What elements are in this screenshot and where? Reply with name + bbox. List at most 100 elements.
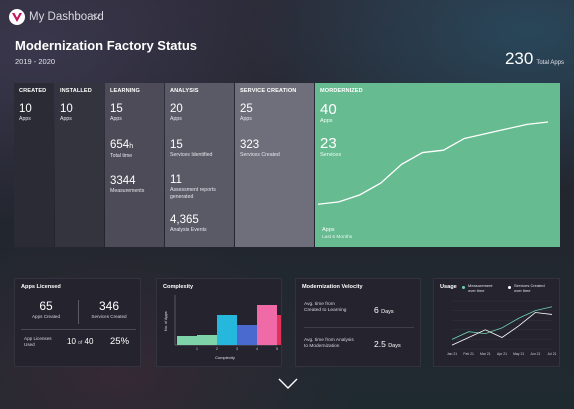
complexity-bar-1 — [197, 335, 217, 345]
analysis-events-value: 4,365 — [170, 214, 199, 226]
usage-series-1 — [451, 312, 553, 346]
chevron-down-icon[interactable] — [92, 12, 101, 22]
modernized-apps-unit: Apps — [320, 118, 333, 124]
licensed-apps-created-label: Apps Created — [31, 314, 61, 319]
pipeline-analysis[interactable]: ANALYSIS 20 Apps 15 Services Identified … — [165, 83, 234, 247]
service-creation-heading: SERVICE CREATION — [240, 88, 297, 94]
complexity-ylabel: No. of Apps — [164, 311, 168, 331]
learning-measurements-label: Measurements — [110, 188, 145, 194]
analysis-apps-value: 20 — [170, 103, 183, 115]
analysis-services-label: Services Identified — [170, 151, 213, 158]
installed-value: 10 — [60, 103, 73, 115]
licenses-total-value: 40 — [84, 337, 94, 346]
analysis-reports-label-line2: generated — [170, 193, 194, 200]
learning-measurements-value: 3344 — [110, 175, 136, 187]
complexity-title: Complexity — [163, 284, 194, 290]
legend-services-line1: Services Created — [514, 283, 545, 288]
modernized-heading: MORDERNIZED — [320, 88, 363, 94]
legend-services-swatch — [508, 286, 511, 289]
pipeline-installed[interactable]: INSTALLED 10 Apps — [55, 83, 104, 247]
usage-tick-1: Feb 21 — [463, 352, 474, 356]
legend-services: Services Created over time — [514, 283, 545, 294]
installed-heading: INSTALLED — [60, 88, 92, 94]
legend-measurement-line2: over time — [468, 287, 485, 293]
modernized-stats: 40 Apps 23 Services — [320, 101, 341, 168]
legend-measurement: Measurement over time — [468, 283, 492, 294]
velocity-row1-value: 6 Days — [374, 305, 394, 315]
scroll-down-chevron-icon[interactable] — [278, 377, 298, 395]
usage-tick-3: Apr 21 — [497, 352, 507, 356]
velocity-card[interactable]: Modernization Velocity Avg. time from Cre… — [295, 278, 421, 367]
usage-title: Usage — [440, 284, 457, 290]
licensed-services-label: Services Created — [91, 314, 127, 319]
total-apps: 230 Total Apps — [505, 49, 564, 69]
modernized-apps-value: 40 — [320, 101, 337, 118]
complexity-xlabel: Complexity — [215, 355, 235, 360]
pipeline-service-creation[interactable]: SERVICE CREATION 25 Apps 323 Services Cr… — [235, 83, 314, 247]
usage-series-0 — [451, 306, 553, 340]
usage-line-chart: Jan 21 Feb 21 Mar 21 Apr 21 May 21 Jun 21 Jul … — [447, 300, 557, 356]
modernized-series-line — [318, 121, 549, 205]
licensed-apps-created-value: 65 — [39, 299, 53, 313]
modernized-line-chart — [318, 121, 549, 205]
velocity-row1-line1: Avg. time from — [304, 302, 335, 307]
licenses-percent: 25% — [110, 336, 130, 347]
service-creation-services-label: Services Created — [240, 151, 280, 158]
learning-time-number: 654 — [110, 138, 130, 151]
velocity-row1-unit: Days — [381, 309, 394, 315]
complexity-tick-1: 1 — [196, 347, 198, 351]
complexity-tick-2: 2 — [216, 347, 218, 351]
complexity-bar-5 — [277, 315, 281, 345]
pipeline-created[interactable]: CREATED 10 Apps — [14, 83, 54, 247]
complexity-bar-3 — [237, 325, 257, 345]
pipeline-modernized[interactable]: MORDERNIZED — [315, 83, 560, 247]
dashboard-title[interactable]: My Dashboard — [29, 11, 104, 23]
velocity-row2-value: 2.5 Days — [374, 339, 401, 349]
learning-time-suffix: h — [129, 142, 134, 150]
licensed-separator — [21, 329, 136, 330]
analysis-services-value: 15 — [170, 138, 183, 151]
complexity-bar-chart: No. of Apps Complexity 1 2 3 4 5 — [164, 295, 281, 360]
velocity-row2-label: Avg. time from Analysis to Modernization — [304, 338, 354, 350]
usage-tick-6: Jul 21 — [547, 352, 556, 356]
licenses-of-label: of — [78, 340, 83, 346]
learning-heading: LEARNING — [110, 88, 141, 94]
licensed-divider — [78, 300, 79, 324]
created-value: 10 — [19, 103, 32, 115]
velocity-row1-label: Avg. time from Created to Learning — [304, 302, 346, 314]
velocity-row2-line1: Avg. time from Analysis — [304, 338, 354, 343]
usage-tick-2: Mar 21 — [480, 352, 491, 356]
velocity-row2-line2: to Modernization — [304, 344, 340, 349]
created-heading: CREATED — [19, 88, 47, 94]
page-title: Modernization Factory Status — [15, 38, 198, 53]
app-licenses-used-label: App Licenses Used — [24, 336, 52, 348]
complexity-bar-extra — [177, 336, 197, 345]
analysis-events-label: Analysis Events — [170, 227, 207, 233]
analysis-reports-label-line1: Assessment reports — [170, 187, 216, 193]
velocity-row2-unit: Days — [388, 343, 401, 349]
learning-apps-unit: Apps — [110, 116, 122, 122]
complexity-card[interactable]: Complexity No. of Apps Complexity 1 2 3 4 5 — [156, 278, 282, 367]
app-licenses-label-line2: Used — [24, 341, 35, 347]
complexity-tick-3: 3 — [236, 347, 238, 351]
complexity-tick-5: 5 — [276, 347, 278, 351]
app-licenses-label-line1: App Licenses — [24, 336, 52, 341]
service-creation-apps-unit: Apps — [240, 116, 252, 122]
usage-tick-5: Jun 21 — [530, 352, 540, 356]
total-apps-label: Total Apps — [536, 60, 564, 66]
velocity-title: Modernization Velocity — [302, 284, 363, 290]
velocity-row1-number: 6 — [374, 305, 379, 315]
complexity-bar-4 — [257, 305, 277, 345]
usage-card[interactable]: Usage Measurement over time Services Crea… — [433, 278, 560, 367]
pipeline-learning[interactable]: LEARNING 15 Apps 654h Total time 3344 Me… — [105, 83, 164, 247]
velocity-row2-number: 2.5 — [374, 339, 386, 349]
apps-licensed-title: Apps Licensed — [21, 284, 61, 290]
learning-time-label: Total time — [110, 152, 133, 159]
complexity-bar-2 — [217, 315, 237, 345]
app-logo-icon — [9, 9, 25, 25]
modernized-chart-label: Apps — [322, 227, 335, 233]
service-creation-apps-value: 25 — [240, 103, 253, 115]
created-unit: Apps — [19, 116, 31, 122]
apps-licensed-card[interactable]: Apps Licensed 65 Apps Created 346 Servic… — [14, 278, 141, 367]
legend-measurement-swatch — [462, 286, 465, 289]
